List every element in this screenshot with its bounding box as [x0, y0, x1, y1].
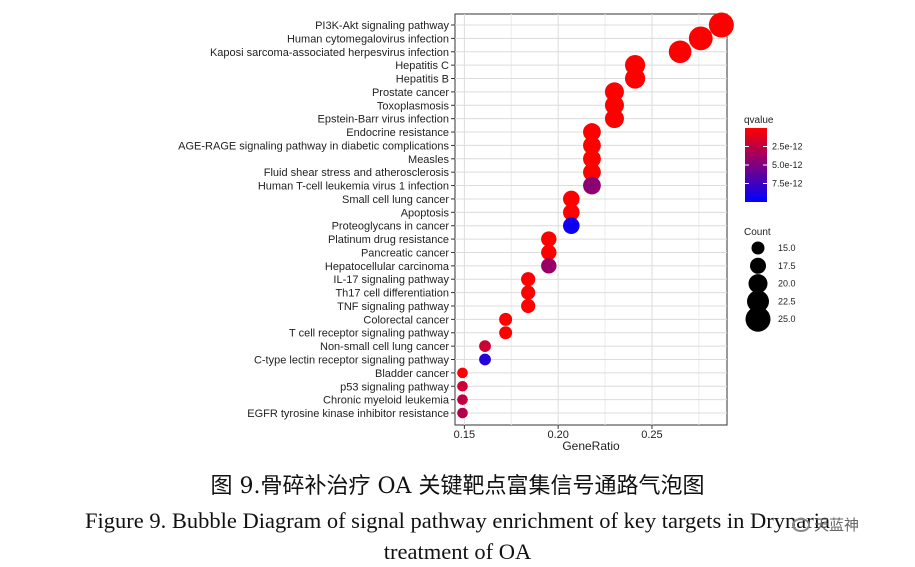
count-legend-label: 15.0 [778, 243, 796, 253]
y-tick-label: Th17 cell differentiation [335, 288, 449, 300]
figure-caption-english: Figure 9. Bubble Diagram of signal pathw… [0, 505, 915, 567]
data-point [604, 95, 624, 115]
data-point [583, 136, 601, 155]
y-tick-label: Chronic myeloid leukemia [323, 395, 450, 407]
qvalue-tick-label: 2.5e-12 [772, 142, 803, 152]
data-point [583, 176, 601, 195]
y-tick-label: Hepatitis C [395, 60, 449, 72]
count-legend: Count 15.0 17.5 20.0 22.5 25.0 [744, 227, 796, 332]
y-tick-label: Human T-cell leukemia virus 1 infection [258, 181, 449, 193]
y-tick-label: T cell receptor signaling pathway [289, 328, 449, 340]
count-legend-label: 22.5 [778, 296, 796, 306]
y-tick-label: Small cell lung cancer [342, 194, 449, 206]
data-point [499, 312, 513, 326]
count-legend-title: Count [744, 227, 771, 238]
y-tick-label: Hepatocellular carcinoma [325, 261, 450, 273]
watermark-text: 天蓝神 [814, 516, 860, 534]
y-tick-label: TNF signaling pathway [337, 301, 449, 313]
y-tick-label: Epstein-Barr virus infection [318, 114, 449, 126]
data-point [457, 394, 468, 405]
count-legend-circle [750, 257, 766, 274]
data-point [583, 123, 601, 141]
data-point [457, 407, 468, 419]
y-tick-label: AGE-RAGE signaling pathway in diabetic c… [178, 140, 449, 152]
data-point [563, 204, 580, 221]
data-point [521, 298, 536, 314]
y-tick-label: PI3K-Akt signaling pathway [315, 20, 449, 32]
qvalue-tick-label: 5.0e-12 [772, 160, 803, 170]
data-point [604, 109, 624, 129]
data-point [541, 258, 557, 274]
grid-minor [510, 14, 700, 425]
y-tick-label: Proteoglycans in cancer [332, 221, 450, 233]
data-point [479, 353, 491, 366]
qvalue-legend: qvalue 2.5e-12 5.0e-12 7.5e-12 [744, 115, 803, 202]
y-tick-label: p53 signaling pathway [340, 381, 449, 393]
count-legend-circle [747, 290, 769, 313]
count-legend-label: 25.0 [778, 314, 796, 324]
figure-caption-chinese: 图 9.骨碎补治疗 OA 关键靶点富集信号通路气泡图 [210, 474, 705, 499]
x-axis-title: GeneRatio [562, 439, 620, 453]
data-points [457, 12, 734, 419]
y-tick-label: C-type lectin receptor signaling pathway [254, 355, 450, 367]
count-legend-circle [748, 274, 768, 294]
data-point [604, 82, 624, 102]
y-tick-label: Platinum drug resistance [328, 234, 449, 246]
y-tick-label: Prostate cancer [372, 87, 449, 99]
data-point [457, 367, 468, 379]
watermark: 天蓝神 [792, 514, 859, 535]
x-tick-label: 0.20 [547, 429, 568, 441]
count-legend-label: 17.5 [778, 261, 796, 271]
y-tick-label: Non-small cell lung cancer [320, 341, 449, 353]
data-point [688, 26, 713, 51]
figure-caption-english-line2: treatment of OA [383, 539, 532, 564]
data-point [541, 244, 557, 261]
count-legend-circle [745, 306, 771, 332]
data-point [499, 326, 513, 340]
y-tick-label: IL-17 signaling pathway [333, 274, 449, 286]
y-tick-label: Pancreatic cancer [361, 247, 449, 259]
qvalue-legend-ticks: 2.5e-12 5.0e-12 7.5e-12 [745, 142, 803, 189]
y-tick-label: Endocrine resistance [346, 127, 449, 139]
data-point [624, 68, 646, 89]
data-point [563, 217, 580, 234]
data-point [479, 340, 491, 353]
x-tick-label: 0.25 [641, 429, 662, 441]
count-legend-label: 20.0 [778, 279, 796, 289]
data-point [583, 163, 601, 182]
y-tick-label: Measles [408, 154, 449, 166]
qvalue-legend-title: qvalue [744, 115, 774, 126]
qvalue-tick-label: 7.5e-12 [772, 179, 803, 189]
data-point [563, 190, 580, 208]
y-tick-label: Toxoplasmosis [377, 100, 450, 112]
y-tick-label: Hepatitis B [396, 74, 449, 86]
data-point [457, 380, 468, 392]
data-point [521, 285, 536, 300]
count-legend-circle [751, 241, 765, 255]
data-point [668, 40, 692, 64]
data-point [541, 231, 557, 247]
x-axis: 0.15 0.20 0.25 [454, 425, 663, 441]
qvalue-colorbar [745, 128, 767, 202]
y-tick-label: Colorectal cancer [363, 314, 449, 326]
data-point [583, 149, 601, 168]
data-point [708, 12, 734, 38]
x-tick-label: 0.15 [454, 429, 475, 441]
y-tick-label: Kaposi sarcoma-associated herpesvirus in… [210, 47, 449, 59]
count-legend-items: 15.0 17.5 20.0 22.5 25.0 [745, 241, 796, 332]
wechat-icon [792, 517, 810, 532]
y-tick-label: Bladder cancer [375, 368, 449, 380]
y-tick-label: Fluid shear stress and atherosclerosis [264, 167, 450, 179]
plot-panel [454, 12, 734, 426]
data-point [521, 272, 536, 287]
y-tick-label: EGFR tyrosine kinase inhibitor resistanc… [247, 408, 449, 420]
y-tick-label: Apoptosis [401, 207, 450, 219]
figure-caption-english-line1: Figure 9. Bubble Diagram of signal pathw… [84, 508, 830, 533]
y-tick-label: Human cytomegalovirus infection [287, 33, 449, 45]
